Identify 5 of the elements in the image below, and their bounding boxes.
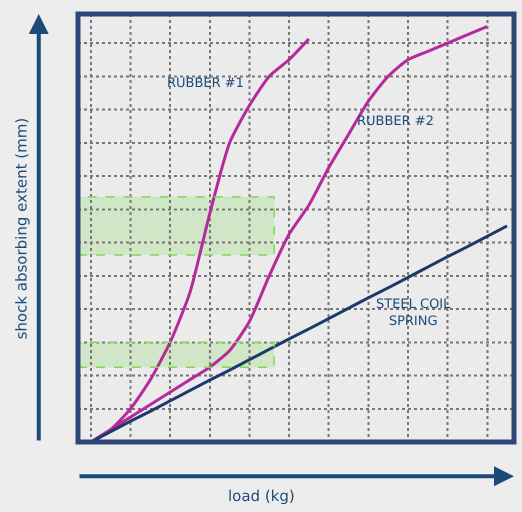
x-axis-title: load (kg) [228, 487, 295, 505]
series-label: STEEL COIL SPRING [376, 297, 452, 329]
y-axis-title: shock absorbing extent (mm) [12, 118, 30, 340]
series-label: RUBBER #1 [167, 76, 244, 91]
series-label: RUBBER #2 [357, 114, 434, 129]
